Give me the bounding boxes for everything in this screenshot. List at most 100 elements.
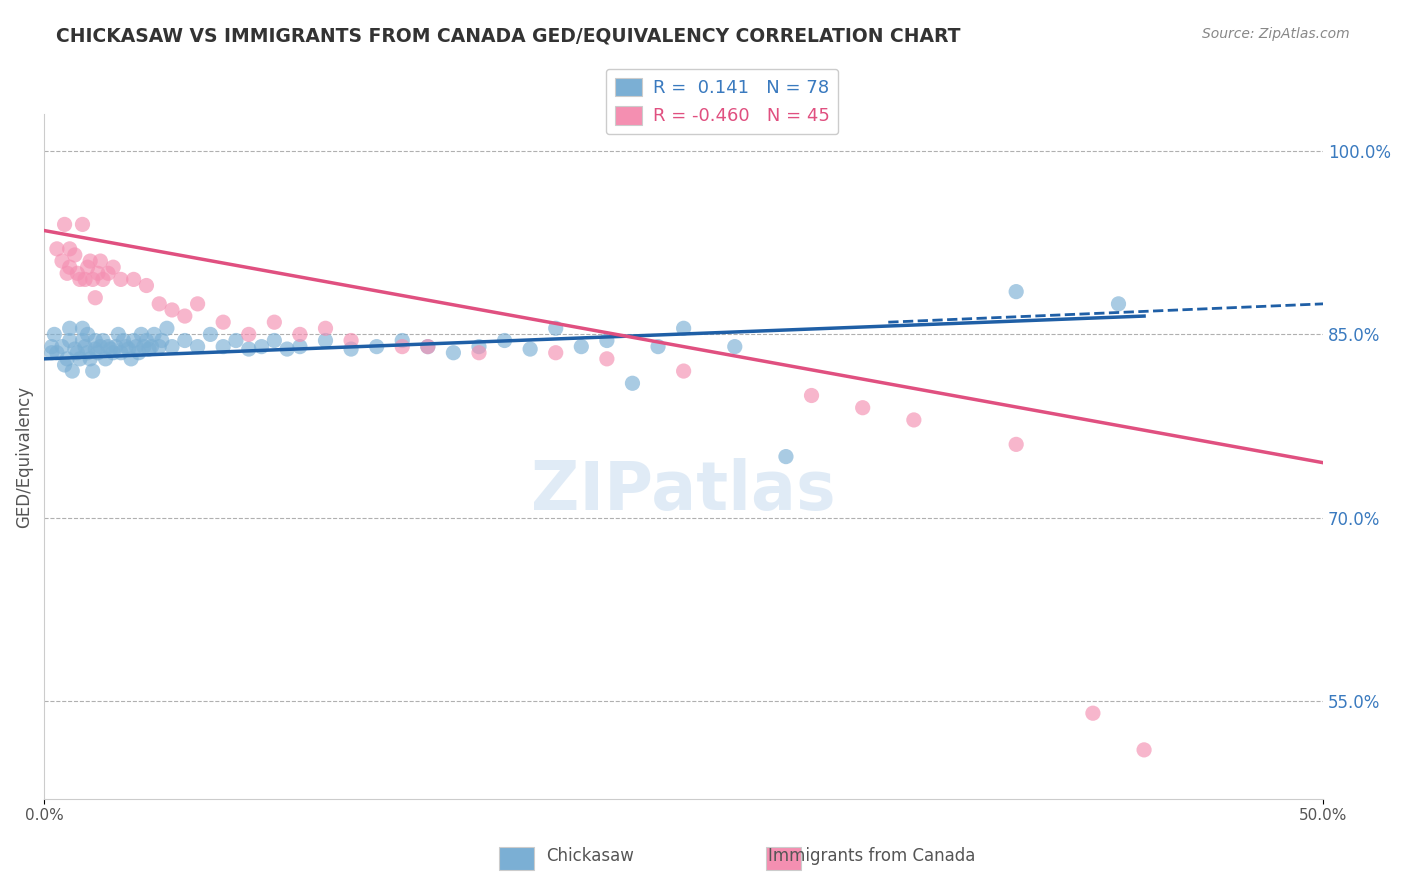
Point — [519, 342, 541, 356]
Point — [59, 334, 82, 348]
Point — [120, 351, 142, 366]
Point — [51, 254, 73, 268]
Point — [263, 334, 285, 348]
Point — [148, 297, 170, 311]
Point — [60, 364, 83, 378]
Point — [100, 342, 122, 356]
Point — [238, 342, 260, 356]
Point — [903, 413, 925, 427]
Point — [73, 272, 96, 286]
Text: Immigrants from Canada: Immigrants from Canada — [768, 847, 976, 865]
Point — [212, 340, 235, 354]
Point — [366, 340, 388, 354]
Point — [76, 327, 98, 342]
Point — [89, 254, 111, 268]
Point — [79, 351, 101, 366]
Point — [97, 266, 120, 280]
Point — [59, 260, 82, 275]
Point — [107, 327, 129, 342]
Point — [596, 334, 619, 348]
Point — [117, 342, 139, 356]
Point — [87, 266, 110, 280]
Point — [63, 342, 86, 356]
Point — [76, 260, 98, 275]
Point — [110, 272, 132, 286]
Point — [160, 302, 183, 317]
Point — [110, 345, 132, 359]
Point — [391, 340, 413, 354]
Point — [72, 321, 94, 335]
Point — [53, 218, 76, 232]
Point — [122, 334, 145, 348]
Point — [800, 388, 823, 402]
Point — [87, 345, 110, 359]
Point — [1133, 743, 1156, 757]
Point — [53, 358, 76, 372]
Point — [672, 364, 695, 378]
Point — [148, 340, 170, 354]
Point — [315, 321, 337, 335]
Point — [391, 334, 413, 348]
Point — [250, 340, 273, 354]
Point — [63, 248, 86, 262]
Point — [125, 340, 148, 354]
Point — [135, 278, 157, 293]
Point — [94, 351, 117, 366]
Point — [288, 327, 311, 342]
Point — [51, 340, 73, 354]
Point — [91, 334, 114, 348]
Text: Source: ZipAtlas.com: Source: ZipAtlas.com — [1202, 27, 1350, 41]
Point — [569, 340, 592, 354]
Point — [56, 351, 79, 366]
Point — [187, 340, 209, 354]
Point — [1108, 297, 1130, 311]
Point — [135, 334, 157, 348]
Point — [131, 327, 153, 342]
Point — [1005, 437, 1028, 451]
Point — [276, 342, 298, 356]
Point — [187, 297, 209, 311]
Point — [41, 345, 63, 359]
Point — [101, 260, 124, 275]
Point — [775, 450, 797, 464]
Point — [41, 340, 63, 354]
Point — [173, 334, 195, 348]
Point — [340, 342, 363, 356]
Point — [72, 334, 94, 348]
Point — [59, 321, 82, 335]
Point — [104, 340, 127, 354]
Text: Chickasaw: Chickasaw — [547, 847, 634, 865]
Point — [544, 345, 567, 359]
Point — [200, 327, 222, 342]
Point — [416, 340, 439, 354]
Point — [150, 334, 173, 348]
Point — [647, 340, 669, 354]
Point — [115, 340, 138, 354]
Point — [56, 266, 79, 280]
Point — [128, 345, 150, 359]
Point — [69, 351, 91, 366]
Point — [596, 351, 619, 366]
Point — [1081, 706, 1104, 721]
Point — [138, 342, 160, 356]
Point — [59, 242, 82, 256]
Point — [160, 340, 183, 354]
Point — [156, 321, 179, 335]
Point — [416, 340, 439, 354]
Point — [672, 321, 695, 335]
Point — [84, 334, 107, 348]
Point — [238, 327, 260, 342]
Point — [852, 401, 875, 415]
Legend: R =  0.141   N = 78, R = -0.460   N = 45: R = 0.141 N = 78, R = -0.460 N = 45 — [606, 69, 838, 135]
Point — [288, 340, 311, 354]
Point — [66, 266, 89, 280]
Point — [315, 334, 337, 348]
Point — [101, 345, 124, 359]
Point — [141, 340, 163, 354]
Point — [45, 242, 67, 256]
Point — [263, 315, 285, 329]
Point — [225, 334, 247, 348]
Point — [97, 340, 120, 354]
Point — [544, 321, 567, 335]
Point — [89, 340, 111, 354]
